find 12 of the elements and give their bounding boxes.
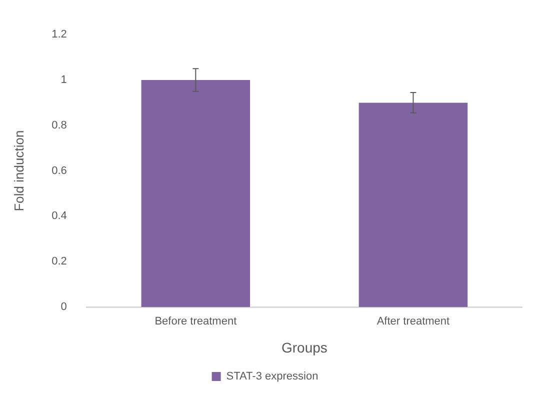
legend-label: STAT-3 expression xyxy=(226,370,318,383)
y-tick-label: 0.8 xyxy=(52,119,67,132)
x-axis-title: Groups xyxy=(281,339,328,356)
y-tick-label: 0.6 xyxy=(52,164,67,177)
x-tick-label: After treatment xyxy=(376,316,450,328)
y-tick-label: 1 xyxy=(60,74,67,86)
y-axis-title: Fold induction xyxy=(11,130,26,212)
y-tick-label: 1.2 xyxy=(52,28,67,41)
y-tick-label: 0.4 xyxy=(52,210,67,222)
x-tick-label: Before treatment xyxy=(154,316,237,328)
y-tick-label: 0 xyxy=(60,301,67,314)
y-tick-label: 0.2 xyxy=(52,256,67,268)
